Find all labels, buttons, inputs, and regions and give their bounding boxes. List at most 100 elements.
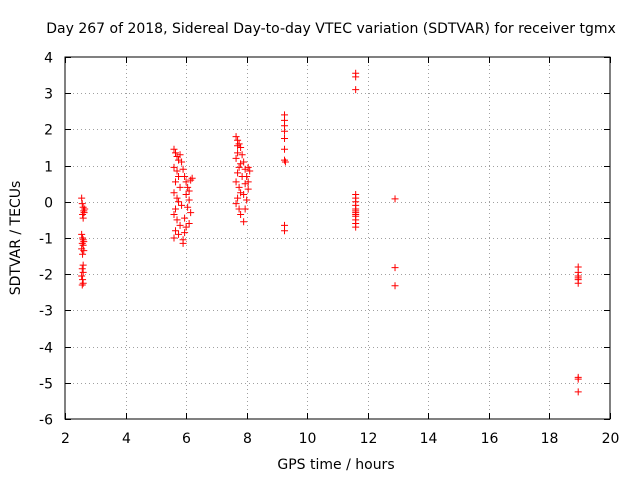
y-tick-label: -6	[39, 413, 53, 429]
data-point-plus-marker	[281, 156, 289, 164]
x-tick-label: 12	[360, 431, 378, 447]
data-point-plus-marker	[176, 151, 184, 159]
y-tick-label: -4	[39, 341, 53, 357]
data-point-plus-marker	[172, 149, 180, 157]
data-point-plus-marker	[352, 223, 360, 231]
data-point-plus-marker	[391, 264, 399, 272]
y-tick-labels: -6 -5 -4 -3 -2 -1 0 1 2 3 4	[39, 51, 53, 429]
data-point-plus-marker	[182, 178, 190, 186]
data-point-plus-marker	[232, 200, 240, 208]
data-point-plus-marker	[244, 185, 252, 193]
x-tick-label: 4	[122, 431, 131, 447]
data-point-plus-marker	[170, 234, 178, 242]
data-point-plus-marker	[173, 153, 181, 161]
data-point-plus-marker	[79, 203, 87, 211]
data-point-plus-marker	[78, 239, 86, 247]
data-point-plus-marker	[175, 156, 183, 164]
data-point-plus-marker	[173, 216, 181, 224]
data-point-plus-marker	[234, 169, 242, 177]
grid-lines	[65, 57, 610, 419]
data-point-plus-marker	[232, 154, 240, 162]
data-point-plus-marker	[188, 174, 196, 182]
y-tick-label: -5	[39, 377, 53, 393]
data-point-plus-marker	[246, 167, 254, 175]
data-point-plus-marker	[81, 205, 89, 213]
data-point-plus-marker	[574, 375, 582, 383]
data-point-plus-marker	[241, 180, 249, 188]
data-point-plus-marker	[232, 133, 240, 141]
data-point-plus-marker	[179, 239, 187, 247]
data-point-plus-marker	[352, 86, 360, 94]
y-tick-label: -3	[39, 304, 53, 320]
x-tick-label: 18	[541, 431, 559, 447]
x-axis-label: GPS time / hours	[277, 457, 394, 473]
data-point-plus-marker	[237, 189, 245, 197]
data-point-plus-marker	[78, 265, 86, 273]
y-tick-label: -2	[39, 268, 53, 284]
data-point-plus-marker	[181, 229, 189, 237]
data-point-plus-marker	[187, 209, 195, 217]
x-tick-label: 16	[481, 431, 499, 447]
data-point-plus-marker	[185, 196, 193, 204]
x-tick-label: 10	[299, 431, 317, 447]
data-point-plus-marker	[78, 272, 86, 280]
y-axis-label: SDTVAR / TECUs	[8, 181, 24, 296]
data-point-plus-marker	[79, 261, 87, 269]
data-point-plus-marker	[244, 163, 252, 171]
data-point-plus-marker	[181, 214, 189, 222]
axis-ticks	[65, 57, 611, 420]
data-point-plus-marker	[238, 151, 246, 159]
data-point-plus-marker	[235, 205, 243, 213]
data-point-plus-marker	[182, 191, 190, 199]
data-point-plus-marker	[78, 281, 86, 289]
data-point-plus-marker	[172, 178, 180, 186]
data-point-plus-marker	[79, 250, 87, 258]
data-point-plus-marker	[80, 247, 88, 255]
data-point-plus-marker	[237, 144, 245, 151]
data-point-plus-marker	[235, 183, 243, 191]
data-point-plus-marker	[172, 227, 180, 235]
chart-title: Day 267 of 2018, Sidereal Day-to-day VTE…	[46, 21, 616, 37]
data-point-plus-marker	[79, 241, 87, 249]
data-point-plus-marker	[241, 205, 249, 213]
x-tick-label: 8	[243, 431, 252, 447]
data-point-plus-marker	[179, 165, 187, 173]
data-point-plus-marker	[79, 214, 87, 222]
data-point-plus-marker	[175, 172, 183, 180]
data-point-plus-marker	[79, 279, 87, 287]
data-point-plus-marker	[181, 172, 189, 180]
data-point-plus-marker	[176, 221, 184, 229]
data-point-plus-marker	[281, 227, 289, 235]
data-point-plus-marker	[182, 223, 190, 231]
data-points	[78, 69, 582, 396]
data-point-plus-marker	[574, 279, 582, 287]
y-tick-label: -1	[39, 232, 53, 248]
data-point-plus-marker	[78, 230, 86, 238]
data-point-plus-marker	[173, 194, 181, 202]
data-point-plus-marker	[80, 238, 88, 246]
data-point-plus-marker	[237, 210, 245, 218]
data-point-plus-marker	[574, 388, 582, 396]
data-point-plus-marker	[281, 127, 289, 135]
data-point-plus-marker	[234, 142, 242, 150]
data-point-plus-marker	[175, 198, 183, 206]
y-tick-label: 4	[44, 51, 53, 67]
data-point-plus-marker	[176, 183, 184, 191]
data-point-plus-marker	[391, 195, 399, 203]
data-point-plus-marker	[79, 210, 87, 218]
data-point-plus-marker	[185, 220, 193, 228]
plot-frame	[64, 56, 611, 420]
data-point-plus-marker	[240, 191, 248, 199]
data-point-plus-marker	[173, 167, 181, 175]
data-point-plus-marker	[232, 178, 240, 186]
y-tick-label: 1	[44, 160, 53, 176]
data-point-plus-marker	[178, 201, 186, 209]
data-point-plus-marker	[352, 73, 360, 81]
data-point-plus-marker	[235, 140, 243, 148]
data-point-plus-marker	[235, 163, 243, 171]
data-point-plus-marker	[79, 268, 87, 276]
data-point-plus-marker	[78, 200, 86, 208]
data-point-plus-marker	[178, 158, 186, 166]
x-tick-label: 6	[182, 431, 191, 447]
